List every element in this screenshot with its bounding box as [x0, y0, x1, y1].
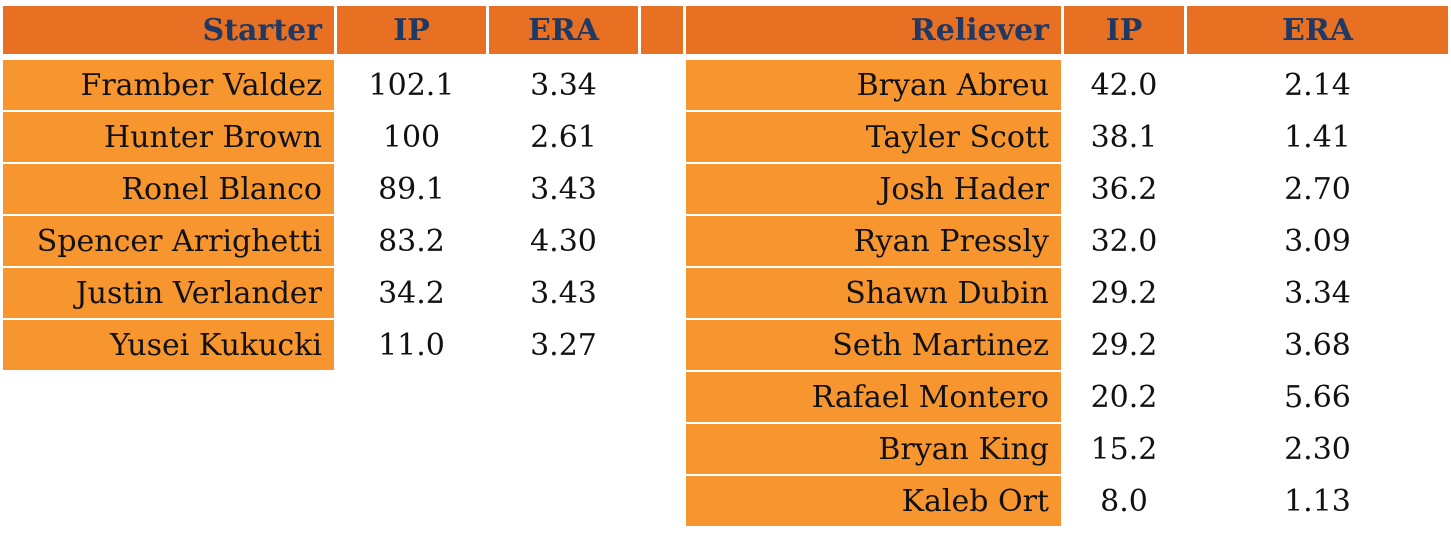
starter-ip-cell: 102.1	[368, 67, 455, 103]
reliever-name-cell: Kaleb Ort	[686, 476, 1061, 526]
reliever-era-cell: 3.68	[1284, 327, 1351, 363]
starter-name-cell: Yusei Kukucki	[3, 320, 334, 370]
reliever-era-cell: 1.13	[1284, 483, 1351, 519]
reliever-ip-header: IP	[1064, 6, 1184, 54]
starter-era-cell: 4.30	[530, 223, 597, 259]
starter-ip-header: IP	[337, 6, 486, 54]
reliever-name-cell: Rafael Montero	[686, 372, 1061, 422]
starter-era-cell: 3.34	[530, 67, 597, 103]
reliever-name-cell: Seth Martinez	[686, 320, 1061, 370]
starter-name-cell: Ronel Blanco	[3, 164, 334, 214]
reliever-name-cell: Shawn Dubin	[686, 268, 1061, 318]
reliever-name-cell: Bryan Abreu	[686, 60, 1061, 110]
header-spacer	[641, 6, 683, 54]
starter-era-cell: 2.61	[530, 119, 597, 155]
starter-era-cell: 3.27	[530, 327, 597, 363]
reliever-ip-cell: 20.2	[1090, 379, 1158, 415]
starter-name-cell: Spencer Arrighetti	[3, 216, 334, 266]
reliever-ip-cell: 38.1	[1090, 119, 1158, 155]
reliever-era-cell: 2.14	[1284, 67, 1351, 103]
reliever-era-cell: 2.70	[1284, 171, 1351, 207]
starter-name-cell: Justin Verlander	[3, 268, 334, 318]
starter-name-cell: Framber Valdez	[3, 60, 334, 110]
reliever-ip-cell: 15.2	[1090, 431, 1158, 467]
reliever-name-cell: Josh Hader	[686, 164, 1061, 214]
reliever-ip-cell: 29.2	[1090, 275, 1158, 311]
reliever-ip-cell: 29.2	[1090, 327, 1158, 363]
reliever-era-header: ERA	[1187, 6, 1448, 54]
reliever-era-cell: 2.30	[1284, 431, 1351, 467]
starter-ip-cell: 100	[382, 119, 441, 155]
reliever-name-cell: Ryan Pressly	[686, 216, 1061, 266]
starter-name-cell: Hunter Brown	[3, 112, 334, 162]
starter-era-header: ERA	[489, 6, 638, 54]
reliever-era-cell: 5.66	[1284, 379, 1351, 415]
reliever-ip-cell: 32.0	[1090, 223, 1158, 259]
starter-era-cell: 3.43	[530, 275, 597, 311]
reliever-ip-cell: 42.0	[1090, 67, 1158, 103]
reliever-name-cell: Tayler Scott	[686, 112, 1061, 162]
starter-ip-cell: 83.2	[378, 223, 445, 259]
reliever-ip-cell: 36.2	[1090, 171, 1158, 207]
starter-ip-cell: 34.2	[378, 275, 445, 311]
starter-era-cell: 3.43	[530, 171, 597, 207]
starter-ip-cell: 89.1	[378, 171, 445, 207]
reliever-name-cell: Bryan King	[686, 424, 1061, 474]
starter-header: Starter	[3, 6, 334, 54]
reliever-era-cell: 3.09	[1284, 223, 1351, 259]
starter-ip-cell: 11.0	[378, 327, 445, 363]
reliever-era-cell: 1.41	[1284, 119, 1351, 155]
reliever-era-cell: 3.34	[1284, 275, 1351, 311]
reliever-ip-cell: 8.0	[1100, 483, 1148, 519]
reliever-header: Reliever	[686, 6, 1061, 54]
